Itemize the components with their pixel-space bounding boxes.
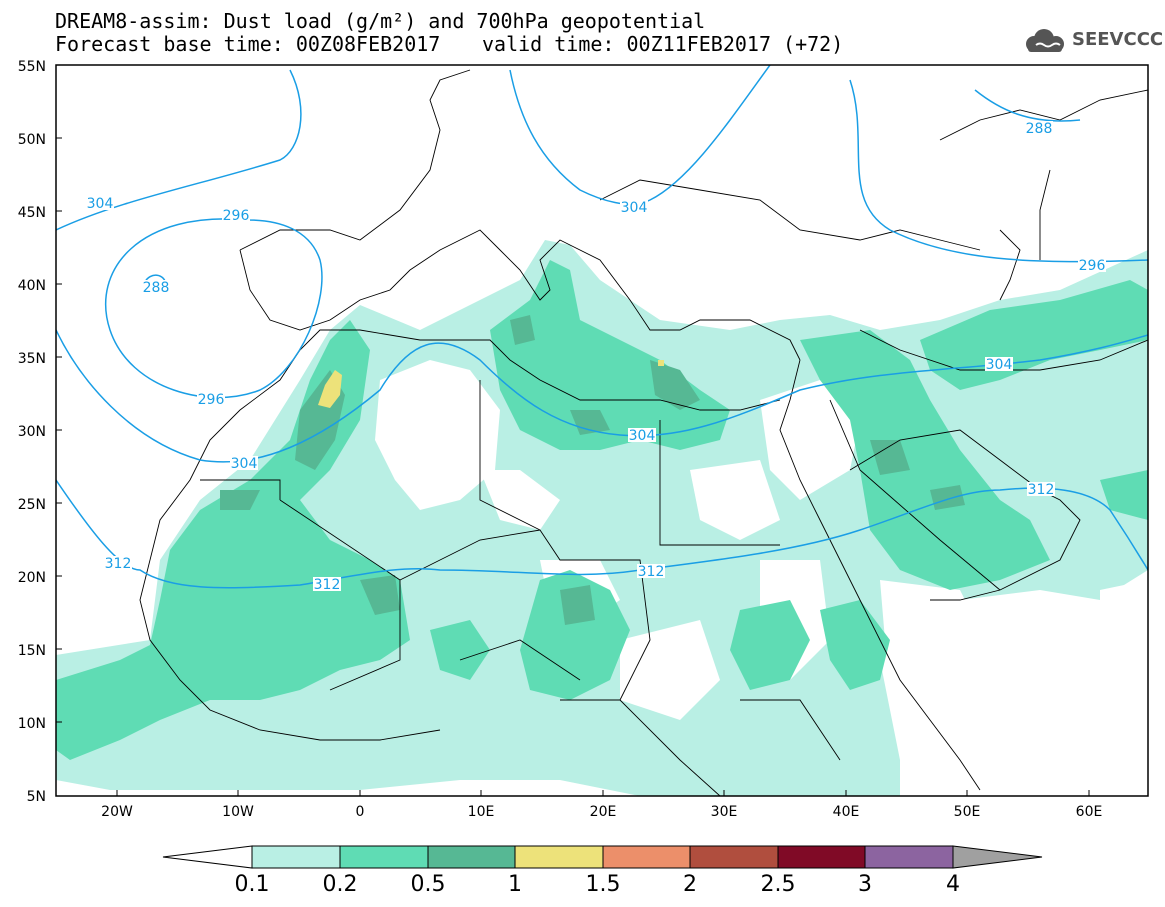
svg-text:288: 288 xyxy=(1026,121,1053,137)
svg-text:304: 304 xyxy=(629,428,656,444)
lon-label: 20W xyxy=(101,804,133,820)
contour-label: 312 xyxy=(313,577,341,593)
colorbar-swatch xyxy=(864,845,954,869)
lon-label: 60E xyxy=(1076,804,1103,820)
lat-label: 5N xyxy=(27,789,46,805)
lat-label: 55N xyxy=(18,59,46,75)
coastlines-borders xyxy=(139,69,1148,796)
forecast-base-time: Forecast base time: 00Z08FEB2017 xyxy=(55,32,441,56)
lat-label: 20N xyxy=(18,570,46,586)
svg-text:296: 296 xyxy=(223,208,250,224)
latitude-labels: 55N 50N 45N 40N 35N 30N 25N 20N 15N 10N … xyxy=(18,59,46,805)
contour-label: 296 xyxy=(222,208,250,224)
cloud-icon xyxy=(1026,29,1064,52)
colorbar-label: 0.2 xyxy=(322,872,358,897)
svg-text:312: 312 xyxy=(314,577,341,593)
svg-text:312: 312 xyxy=(105,556,132,572)
lon-label: 30E xyxy=(711,804,738,820)
axis-ticks xyxy=(56,64,1090,797)
lon-label: 10E xyxy=(468,804,495,820)
colorbar-label: 0.5 xyxy=(410,872,446,897)
lat-label: 30N xyxy=(18,424,46,440)
logo-text: SEEVCCC xyxy=(1072,29,1164,50)
lon-label: 50E xyxy=(954,804,981,820)
colorbar-swatch xyxy=(602,845,691,869)
svg-text:296: 296 xyxy=(1079,258,1106,274)
contour-label: 312 xyxy=(637,564,665,580)
contour-label: 296 xyxy=(1078,258,1106,274)
colorbar-label: 2.5 xyxy=(760,872,796,897)
colorbar-label: 3 xyxy=(858,872,872,897)
longitude-labels: 20W 10W 0 10E 20E 30E 40E 50E 60E xyxy=(101,804,1102,820)
colorbar-under-arrow xyxy=(162,845,253,869)
contour-label: 304 xyxy=(86,196,114,212)
seevccc-logo xyxy=(1026,29,1064,52)
svg-text:296: 296 xyxy=(198,392,225,408)
contour-label: 304 xyxy=(985,357,1013,373)
svg-text:288: 288 xyxy=(143,280,170,296)
lat-label: 25N xyxy=(18,497,46,513)
svg-text:312: 312 xyxy=(638,564,665,580)
lat-label: 45N xyxy=(18,205,46,221)
colorbar-over-arrow xyxy=(952,845,1043,869)
lon-label: 0 xyxy=(356,804,365,820)
svg-text:304: 304 xyxy=(87,196,114,212)
colorbar-swatch xyxy=(427,845,516,869)
contour-label: 304 xyxy=(620,200,648,216)
colorbar-swatch xyxy=(339,845,429,869)
valid-time: valid time: 00Z11FEB2017 (+72) xyxy=(482,32,844,56)
contour-labels: 304 296 288 296 304 312 312 312 304 304 … xyxy=(86,121,1106,593)
lat-label: 50N xyxy=(18,132,46,148)
colorbar xyxy=(162,845,1043,869)
dust-fill-layers xyxy=(56,240,1148,796)
colorbar-swatch xyxy=(251,845,341,869)
colorbar-swatch xyxy=(514,845,604,869)
lat-label: 40N xyxy=(18,278,46,294)
colorbar-label: 1.5 xyxy=(585,872,621,897)
lat-label: 35N xyxy=(18,351,46,367)
svg-text:304: 304 xyxy=(621,200,648,216)
contour-label: 312 xyxy=(1027,482,1055,498)
lat-label: 15N xyxy=(18,643,46,659)
contour-label: 304 xyxy=(628,428,656,444)
svg-text:304: 304 xyxy=(986,357,1013,373)
colorbar-label: 2 xyxy=(683,872,697,897)
colorbar-label: 4 xyxy=(946,872,960,897)
dust-band-1 xyxy=(318,360,664,408)
contour-label: 312 xyxy=(104,556,132,572)
colorbar-label: 0.1 xyxy=(234,872,270,897)
lon-label: 20E xyxy=(590,804,617,820)
contour-label: 304 xyxy=(230,456,258,472)
map-title: DREAM8-assim: Dust load (g/m²) and 700hP… xyxy=(55,9,706,33)
colorbar-swatch xyxy=(689,845,779,869)
contour-label: 288 xyxy=(1025,121,1053,137)
contour-label: 296 xyxy=(197,392,225,408)
lon-label: 40E xyxy=(833,804,860,820)
svg-text:304: 304 xyxy=(231,456,258,472)
colorbar-label: 1 xyxy=(508,872,522,897)
contour-label: 288 xyxy=(142,280,170,296)
lon-label: 10W xyxy=(222,804,254,820)
svg-text:312: 312 xyxy=(1028,482,1055,498)
colorbar-swatch xyxy=(777,845,866,869)
lat-label: 10N xyxy=(18,716,46,732)
